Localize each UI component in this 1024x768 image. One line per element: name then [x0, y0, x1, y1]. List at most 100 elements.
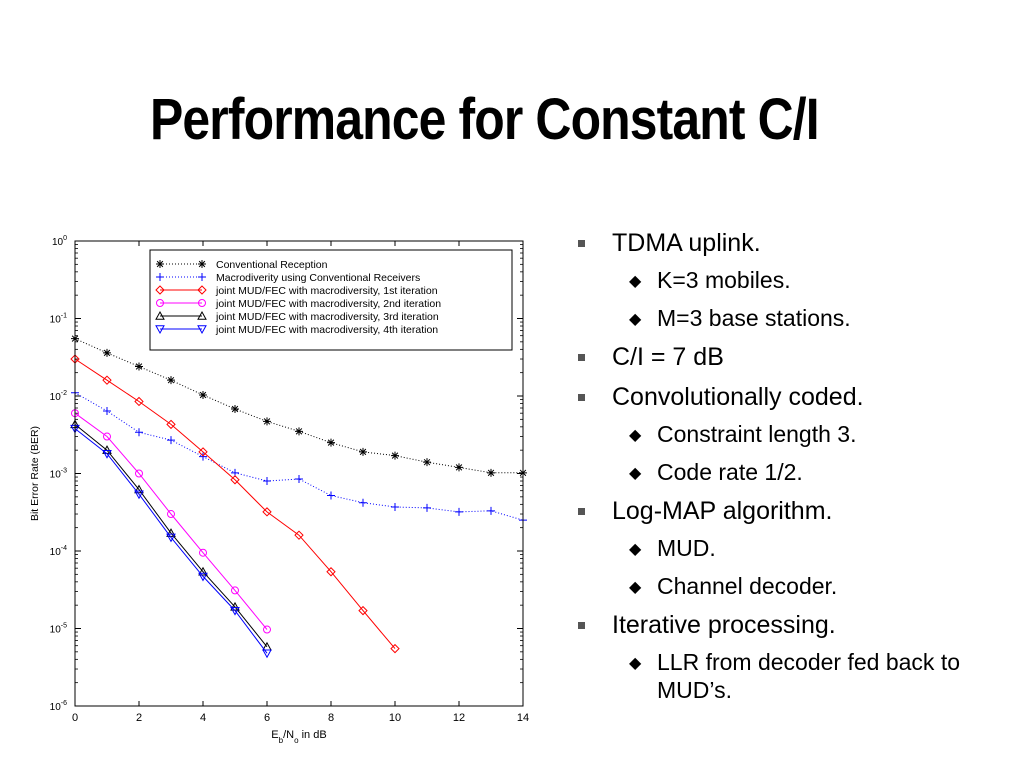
data-point — [263, 625, 271, 634]
x-label-mid: /N — [283, 729, 294, 741]
legend-marker — [198, 299, 206, 307]
sub-bullet-channel-decoder: Channel decoder. — [612, 572, 1018, 601]
legend-entry: Macrodiverity using Conventional Receive… — [156, 272, 420, 284]
y-axis-label: Bit Error Rate (BER) — [29, 426, 41, 521]
data-point — [134, 490, 144, 500]
legend-label: joint MUD/FEC with macrodiversity, 3rd i… — [215, 311, 439, 323]
data-point — [295, 427, 303, 436]
y-tick-label: 10-2 — [50, 390, 67, 403]
data-point — [103, 407, 111, 416]
data-point — [167, 376, 175, 385]
data-point — [295, 474, 303, 483]
series-line — [74, 338, 523, 474]
bullet-text: Iterative processing. — [612, 611, 836, 639]
series-line — [74, 428, 268, 654]
y-tick-label: 10-5 — [50, 623, 67, 636]
x-tick-label: 6 — [264, 712, 270, 724]
bullet-convolutionally-coded: Convolutionally coded. Constraint length… — [578, 382, 1018, 487]
data-point — [134, 484, 144, 494]
data-point — [231, 586, 239, 595]
data-point — [134, 396, 144, 407]
legend-entry: Conventional Reception — [156, 259, 328, 271]
legend-marker — [155, 325, 165, 335]
slide-title: Performance for Constant C/I — [150, 87, 820, 152]
legend-label: Macrodiverity using Conventional Receive… — [216, 272, 420, 284]
bullet-iterative-processing: Iterative processing. LLR from decoder f… — [578, 610, 1018, 704]
data-point — [455, 507, 463, 516]
data-point — [198, 447, 208, 457]
x-label-sub1: b — [279, 736, 284, 745]
legend-label: joint MUD/FEC with macrodiversity, 2nd i… — [215, 298, 441, 310]
sub-bullet-llr-feedback: LLR from decoder fed back to MUD’s. — [612, 648, 1018, 704]
bullet-list: TDMA uplink. K=3 mobiles. M=3 base stati… — [578, 228, 1018, 714]
data-point — [167, 510, 175, 519]
legend-box — [149, 249, 513, 351]
series-2 — [71, 388, 527, 525]
data-point — [487, 468, 495, 477]
data-point — [135, 362, 143, 371]
data-point — [198, 572, 208, 582]
data-point — [135, 428, 143, 437]
sub-bullet-mud: MUD. — [612, 534, 1018, 563]
data-point — [423, 503, 431, 512]
data-point — [199, 391, 207, 400]
x-label-base: E — [271, 729, 278, 741]
legend-label: Conventional Reception — [216, 259, 328, 271]
bullet-text: TDMA uplink. — [612, 229, 761, 257]
sub-bullet-code-rate: Code rate 1/2. — [612, 458, 1018, 487]
bullet-text: C/I = 7 dB — [612, 343, 724, 371]
x-tick-label: 0 — [72, 712, 78, 724]
series-line — [74, 392, 524, 521]
sub-bullet-constraint-length: Constraint length 3. — [612, 420, 1018, 449]
data-point — [198, 566, 208, 576]
legend-entry: joint MUD/FEC with macrodiversity, 2nd i… — [156, 298, 441, 310]
y-tick-label: 10-6 — [50, 700, 67, 713]
x-label-rest: in dB — [299, 729, 327, 741]
plot-frame — [74, 240, 524, 707]
data-point — [359, 447, 367, 456]
bullet-text: Log-MAP algorithm. — [612, 497, 833, 525]
data-point — [358, 605, 368, 616]
legend-marker — [198, 273, 206, 281]
x-axis-label: Eb/No in dB — [271, 729, 326, 745]
data-point — [359, 498, 367, 507]
data-point — [262, 649, 272, 659]
x-label-sub2: o — [294, 736, 299, 745]
legend-marker — [198, 260, 206, 268]
data-point — [103, 348, 111, 357]
x-tick-label: 4 — [200, 712, 206, 724]
legend-marker — [156, 260, 164, 268]
data-point — [263, 417, 271, 426]
legend-marker — [197, 285, 207, 295]
sub-bullet-mobiles: K=3 mobiles. — [612, 266, 1018, 295]
data-point — [230, 606, 240, 616]
bullet-log-map: Log-MAP algorithm. MUD. Channel decoder. — [578, 496, 1018, 601]
data-point — [263, 477, 271, 486]
x-tick-label: 14 — [517, 712, 529, 724]
y-tick-label: 10-4 — [50, 545, 67, 558]
bullet-tdma-uplink: TDMA uplink. K=3 mobiles. M=3 base stati… — [578, 228, 1018, 333]
x-tick-label: 10 — [389, 712, 401, 724]
legend-entry: joint MUD/FEC with macrodiversity, 1st i… — [155, 285, 438, 297]
legend-label: joint MUD/FEC with macrodiversity, 1st i… — [215, 285, 438, 297]
bullet-ci-ratio: C/I = 7 dB — [578, 342, 1018, 372]
x-tick-label: 2 — [136, 712, 142, 724]
legend-entry: joint MUD/FEC with macrodiversity, 4th i… — [155, 324, 438, 336]
data-point — [199, 548, 207, 557]
data-point — [326, 567, 336, 577]
series-6 — [70, 424, 272, 659]
legend-marker — [156, 273, 164, 281]
ber-chart: 0 2 4 6 8 10 12 14 100 10-1 10-2 10-3 10-4 10-5 10-6 E… — [29, 235, 529, 745]
legend-label: joint MUD/FEC with macrodiversity, 4th i… — [215, 324, 438, 336]
data-point — [102, 375, 112, 385]
data-point — [135, 469, 143, 478]
data-point — [166, 533, 176, 543]
legend-entry: joint MUD/FEC with macrodiversity, 3rd i… — [155, 310, 439, 323]
series-line — [74, 424, 268, 648]
data-point — [166, 419, 176, 430]
sub-bullet-base-stations: M=3 base stations. — [612, 304, 1018, 333]
axis-labels: 0 2 4 6 8 10 12 14 100 10-1 10-2 10-3 10-4 10-5 10-6 — [50, 235, 529, 724]
data-point — [166, 528, 176, 537]
series-5 — [70, 419, 272, 651]
